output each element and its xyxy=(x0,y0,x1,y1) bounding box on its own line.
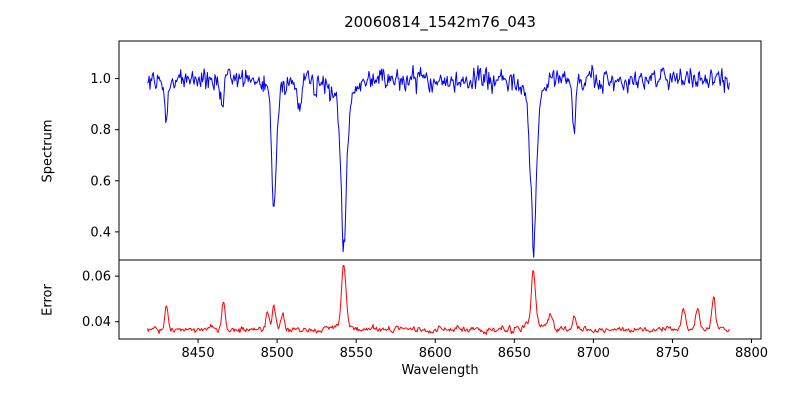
x-tick-label: 8650 xyxy=(498,346,531,361)
error-line xyxy=(146,264,730,335)
spectrum-line xyxy=(147,64,730,258)
x-tick-label: 8800 xyxy=(735,346,768,361)
y-tick-label: 0.4 xyxy=(90,225,111,240)
y-axis-label-error: Error xyxy=(40,284,56,316)
x-tick-label: 8550 xyxy=(340,346,373,361)
y-tick-label: 0.04 xyxy=(82,315,111,330)
y-axis-label-spectrum: Spectrum xyxy=(40,119,56,183)
y-tick-label: 0.8 xyxy=(90,123,111,138)
x-tick-label: 8450 xyxy=(182,346,215,361)
y-tick-label: 0.06 xyxy=(82,270,111,285)
x-tick-label: 8500 xyxy=(261,346,294,361)
x-axis-label: Wavelength xyxy=(401,363,479,378)
x-tick-label: 8700 xyxy=(577,346,610,361)
x-tick-label: 8750 xyxy=(656,346,689,361)
x-tick-label: 8600 xyxy=(419,346,452,361)
chart-title: 20060814_1542m76_043 xyxy=(344,13,536,31)
error-panel-frame xyxy=(118,259,762,340)
y-tick-label: 1.0 xyxy=(90,72,111,87)
y-tick-label: 0.6 xyxy=(90,174,111,189)
